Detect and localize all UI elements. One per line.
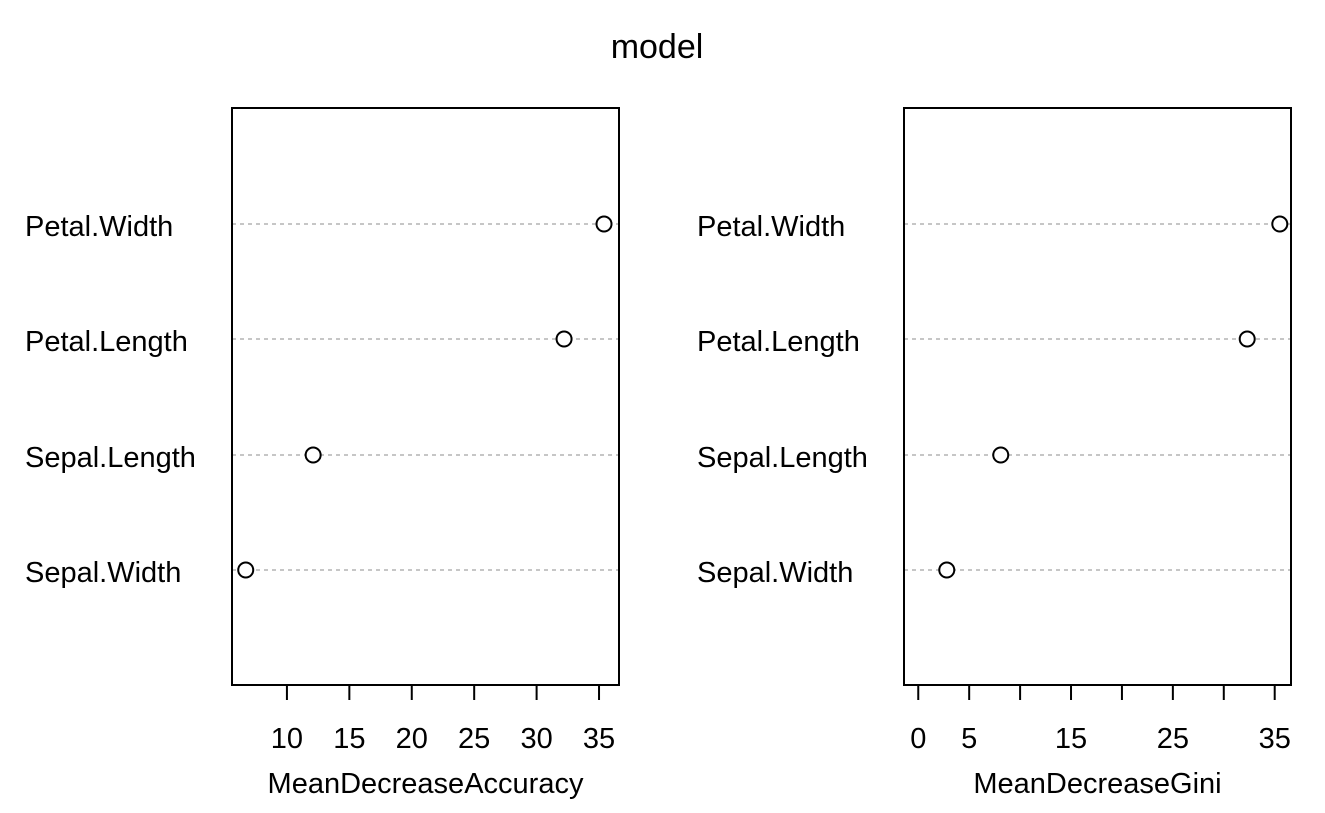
x-tick-label: 35 [583, 723, 615, 755]
variable-label: Petal.Width [697, 211, 845, 243]
panel-2: Petal.Width Petal.Length Sepal.Length Sepal… [697, 107, 1292, 800]
x-axis-label: MeanDecreaseGini [973, 768, 1221, 800]
point-sepal-length [304, 446, 322, 464]
point-petal-width [1271, 215, 1289, 233]
variable-label: Sepal.Length [697, 442, 868, 474]
point-sepal-length [992, 446, 1010, 464]
plot-frame [231, 107, 620, 686]
variable-label: Sepal.Width [697, 557, 853, 589]
x-tick-label: 15 [1055, 723, 1087, 755]
x-tick-label: 30 [520, 723, 552, 755]
x-tick-label: 0 [910, 723, 926, 755]
point-sepal-width [237, 561, 255, 579]
x-tick-label: 25 [458, 723, 490, 755]
point-petal-length [1238, 330, 1256, 348]
x-tick-label: 35 [1259, 723, 1291, 755]
x-tick-label: 20 [396, 723, 428, 755]
variable-label: Petal.Width [25, 211, 173, 243]
plot-frame [903, 107, 1292, 686]
panel-1: Petal.Width Petal.Length Sepal.Length Sepal… [25, 107, 620, 800]
x-tick-label: 25 [1157, 723, 1189, 755]
x-axis-label: MeanDecreaseAccuracy [268, 768, 584, 800]
point-petal-length [555, 330, 573, 348]
variable-label: Sepal.Length [25, 442, 196, 474]
variable-label: Petal.Length [697, 326, 860, 358]
x-tick-label: 10 [271, 723, 303, 755]
point-petal-width [595, 215, 613, 233]
x-tick-label: 5 [961, 723, 977, 755]
variable-label: Sepal.Width [25, 557, 181, 589]
chart-title: model [611, 28, 704, 66]
variable-label: Petal.Length [25, 326, 188, 358]
x-tick-label: 15 [333, 723, 365, 755]
point-sepal-width [938, 561, 956, 579]
